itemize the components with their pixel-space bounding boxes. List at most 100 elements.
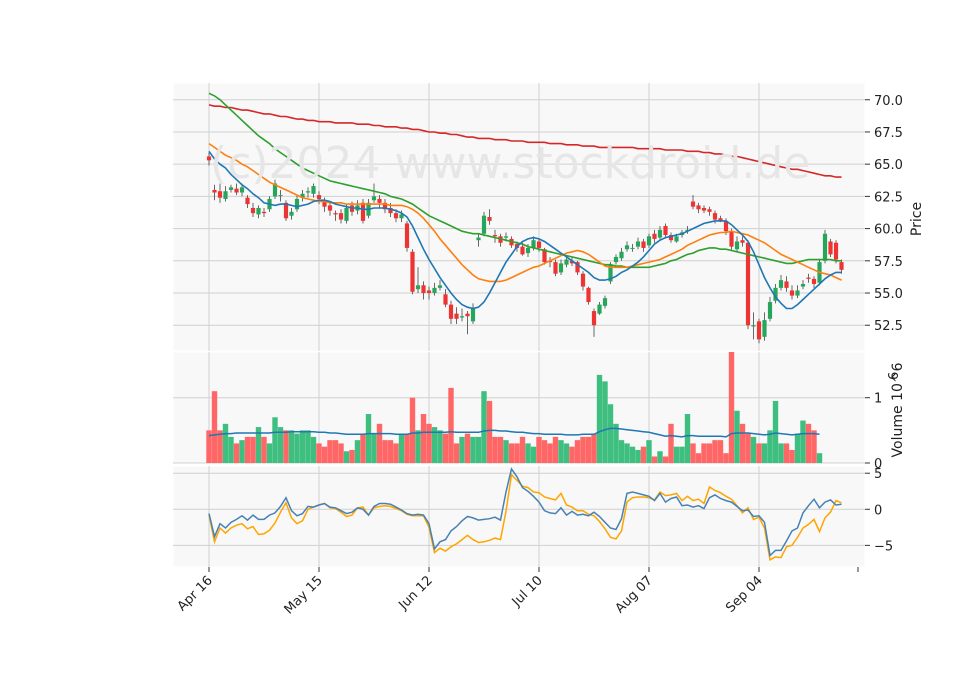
candle [828, 238, 833, 257]
candle [476, 233, 481, 247]
volume-bar [789, 449, 795, 463]
price-tick-label: 65.0 [874, 158, 903, 173]
candle-body [701, 207, 707, 211]
candle-body [459, 316, 465, 318]
sma-long1-line [208, 92, 842, 269]
candle-body [734, 241, 740, 250]
volume-bar [602, 381, 608, 463]
candle-body [740, 240, 745, 243]
volume-ma-line [208, 427, 820, 438]
candle [800, 280, 806, 290]
candle-body [630, 247, 635, 249]
candle-body [520, 246, 525, 255]
candle [586, 286, 591, 305]
candle [635, 237, 641, 250]
volume-bar [778, 443, 784, 463]
volume-bar [415, 430, 421, 463]
volume-bar [668, 423, 674, 463]
price-tick-label: 55.0 [874, 287, 903, 302]
candle-body [272, 183, 278, 197]
candle [696, 202, 701, 214]
candle-body [432, 287, 437, 294]
volume-bar [679, 446, 685, 463]
candle [646, 233, 652, 248]
candle-body [668, 235, 674, 241]
candle [228, 184, 234, 193]
volume-bar [673, 446, 680, 463]
volume-bar [767, 430, 773, 463]
volume-bar [530, 446, 537, 463]
candle-body [564, 259, 569, 265]
volume-bar [255, 427, 262, 463]
volume-bar [734, 410, 740, 463]
candle-body [404, 223, 410, 248]
volume-bar [811, 430, 817, 463]
candle [751, 312, 756, 340]
candle-body [311, 186, 316, 194]
candle-body [778, 280, 784, 288]
candle [432, 282, 437, 296]
volume-bar [701, 443, 707, 463]
candle [729, 228, 734, 251]
candle-body [745, 242, 751, 326]
candle-body [360, 202, 366, 221]
candle-body [767, 302, 773, 319]
candle-body [624, 245, 630, 250]
volume-bar [360, 433, 366, 463]
volume-bar [745, 433, 751, 463]
candle [327, 202, 333, 216]
volume-bar [739, 423, 746, 463]
candle-body [674, 236, 679, 242]
candle-body [382, 202, 388, 210]
volume-bar [761, 443, 768, 463]
volume-bar [294, 433, 300, 463]
candle-body [536, 241, 542, 248]
candle [492, 229, 498, 243]
volume-bar [321, 446, 328, 463]
volume-bar [541, 440, 548, 463]
candle-body [344, 207, 349, 221]
candle [624, 241, 630, 252]
candle-body [437, 285, 443, 288]
volume-bar [558, 440, 564, 463]
candle-body [294, 198, 300, 210]
price-tick-label: 62.5 [874, 190, 903, 205]
candle-body [558, 263, 564, 273]
volume-tick-label: 1 [874, 392, 882, 407]
candle [701, 205, 707, 214]
volume-bar [398, 433, 405, 463]
volume-bar [431, 427, 438, 463]
candle-body [635, 241, 641, 247]
volume-bar [684, 414, 691, 463]
candle [261, 207, 267, 217]
volume-bar [750, 436, 757, 463]
volume-bar [492, 436, 498, 463]
volume-bar [376, 423, 383, 463]
candle [371, 183, 377, 203]
volume-bar [651, 456, 658, 463]
candle-body [646, 236, 652, 246]
price-tick-label: 70.0 [874, 94, 903, 109]
candle-body [641, 241, 646, 248]
candle [223, 186, 228, 202]
volume-bar [756, 443, 762, 463]
candle-body [712, 213, 718, 220]
volume-bar [382, 440, 388, 463]
watermark: (c)2024 www.stockdroid.de [210, 138, 810, 189]
candle-body [613, 256, 619, 263]
candle [553, 259, 558, 277]
volume-bar [266, 443, 273, 463]
candle-body [410, 251, 415, 292]
volume-bar [497, 436, 504, 463]
candle-body [800, 284, 806, 287]
candle [762, 312, 767, 341]
candle [641, 238, 646, 252]
volume-bar [206, 430, 212, 463]
candle [487, 209, 492, 225]
sma-long2-line [208, 104, 842, 178]
candle [613, 254, 619, 265]
price-axis-label: Price [909, 202, 925, 236]
candle [404, 220, 410, 252]
volume-bar [250, 436, 256, 463]
